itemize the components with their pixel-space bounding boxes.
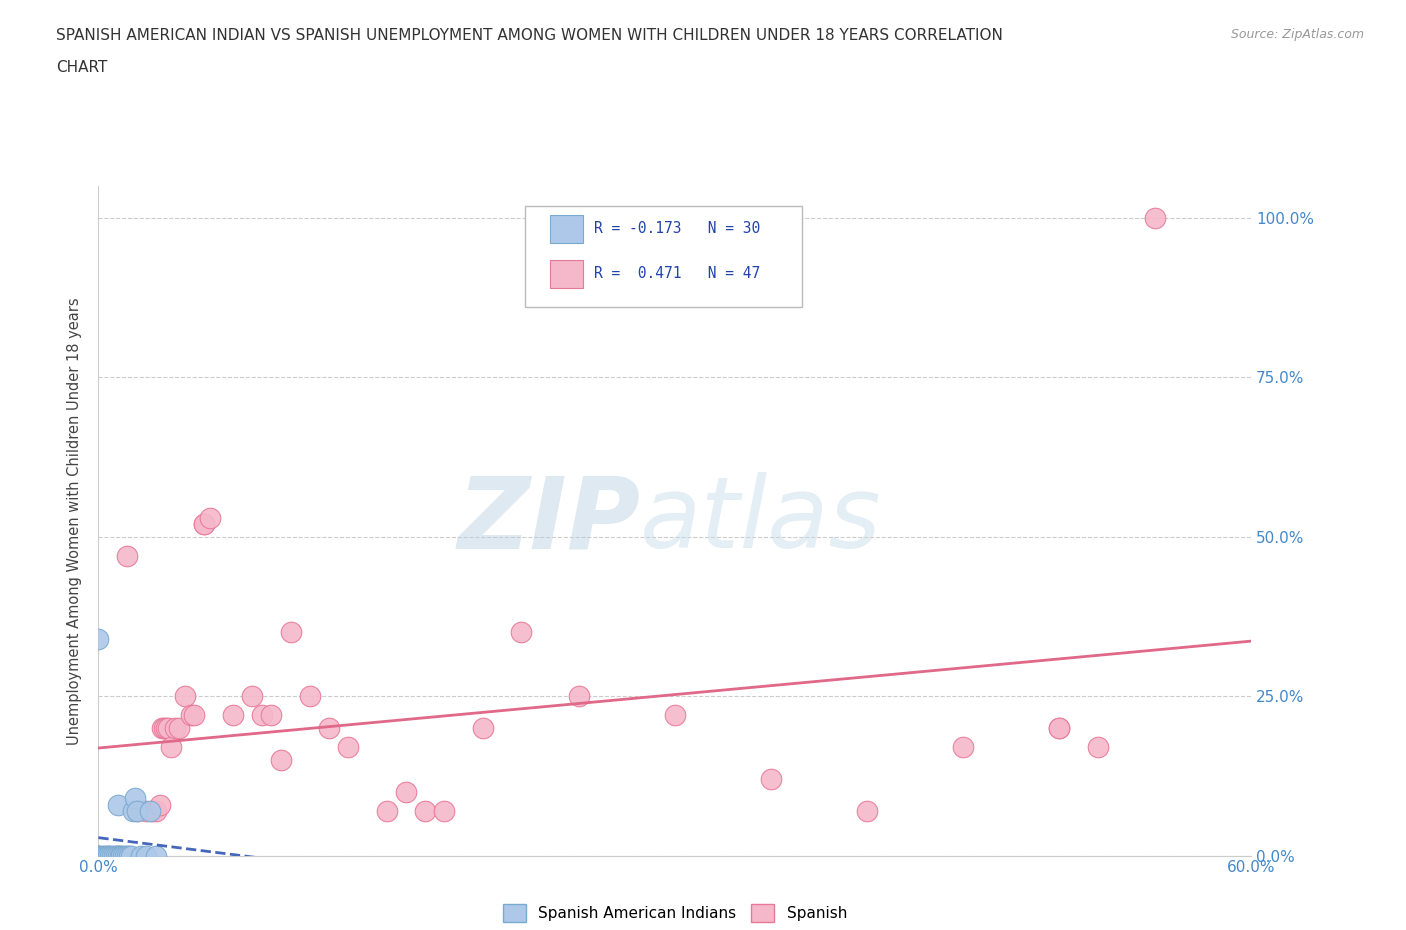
Point [433,804,456,818]
Point [87,848,110,863]
Point [856,804,879,818]
Point [97,848,120,863]
Point [135,848,157,863]
Point [280,625,302,640]
Point [145,848,167,863]
Point [87,848,110,863]
Point [510,625,533,640]
Point [103,848,125,863]
Point [117,848,139,863]
Point [94,848,117,863]
Y-axis label: Unemployment Among Women with Children Under 18 years: Unemployment Among Women with Children U… [67,297,83,745]
Point [568,689,591,704]
Point [165,721,187,736]
Text: CHART: CHART [56,60,108,75]
Point [107,848,129,863]
Point [152,721,174,736]
Point [318,721,340,736]
Point [122,804,145,818]
Point [125,804,148,818]
FancyBboxPatch shape [524,206,801,307]
Point [145,804,167,818]
Point [87,631,110,646]
Point [149,797,172,812]
Text: Source: ZipAtlas.com: Source: ZipAtlas.com [1230,28,1364,41]
Point [110,848,132,863]
Point [87,848,110,863]
Point [260,708,283,723]
Point [180,708,202,723]
Point [193,516,215,531]
Point [270,752,292,767]
Point [107,848,129,863]
Point [471,721,494,736]
Point [98,848,121,863]
Point [101,848,124,863]
Bar [550,259,582,287]
Text: R =  0.471   N = 47: R = 0.471 N = 47 [595,266,761,281]
Point [395,784,418,799]
Point [183,708,205,723]
Point [129,848,152,863]
Point [107,797,129,812]
Point [97,848,120,863]
Text: atlas: atlas [640,472,882,569]
Point [759,772,782,787]
Point [337,739,360,754]
Point [104,848,127,863]
Point [413,804,436,818]
Point [664,708,686,723]
Point [93,848,115,863]
Point [87,848,110,863]
Point [87,848,110,863]
Legend: Spanish American Indians, Spanish: Spanish American Indians, Spanish [496,897,853,928]
Text: R = -0.173   N = 30: R = -0.173 N = 30 [595,221,761,236]
Point [1047,721,1070,736]
Point [118,848,141,863]
Point [198,511,221,525]
Point [108,848,131,863]
Point [1087,739,1109,754]
Point [139,804,162,818]
Text: ZIP: ZIP [457,472,640,569]
Point [91,848,114,863]
Point [107,848,129,863]
Point [1047,721,1070,736]
Point [125,804,148,818]
Point [141,804,163,818]
Point [150,721,173,736]
Point [240,689,263,704]
Point [952,739,974,754]
Point [193,516,215,531]
Point [174,689,197,704]
Point [156,721,179,736]
Point [135,804,157,818]
Point [160,739,183,754]
Point [375,804,398,818]
Bar [550,215,582,243]
Point [155,721,177,736]
Point [298,689,321,704]
Point [167,721,190,736]
Point [114,848,136,863]
Point [1144,210,1167,225]
Text: SPANISH AMERICAN INDIAN VS SPANISH UNEMPLOYMENT AMONG WOMEN WITH CHILDREN UNDER : SPANISH AMERICAN INDIAN VS SPANISH UNEMP… [56,28,1002,43]
Point [222,708,245,723]
Point [117,549,139,564]
Point [250,708,273,723]
Point [124,790,146,805]
Point [112,848,135,863]
Point [87,848,110,863]
Point [120,848,142,863]
